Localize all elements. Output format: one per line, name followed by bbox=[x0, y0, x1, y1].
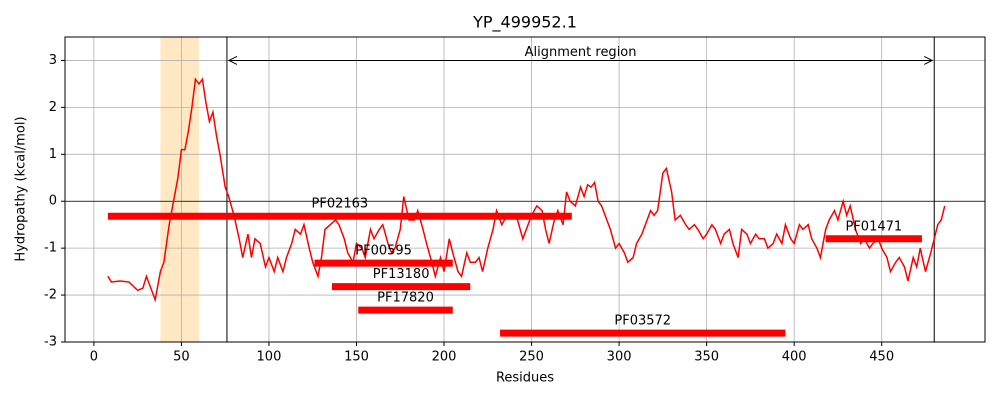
y-tick-label: 2 bbox=[49, 100, 57, 115]
x-tick-label: 450 bbox=[869, 350, 894, 365]
y-axis-label: Hydropathy (kcal/mol) bbox=[14, 116, 29, 261]
x-tick-label: 350 bbox=[694, 350, 719, 365]
alignment-label: Alignment region bbox=[525, 45, 637, 60]
x-tick-label: 0 bbox=[90, 350, 98, 365]
chart-title: YP_499952.1 bbox=[472, 13, 577, 33]
y-tick-label: -1 bbox=[44, 241, 57, 256]
x-tick-label: 200 bbox=[432, 350, 457, 365]
y-tick-label: 0 bbox=[49, 194, 57, 209]
x-tick-label: 400 bbox=[782, 350, 807, 365]
x-tick-label: 100 bbox=[257, 350, 282, 365]
domain-label: PF01471 bbox=[845, 219, 902, 234]
domain-label: PF17820 bbox=[377, 291, 434, 306]
x-tick-label: 250 bbox=[519, 350, 544, 365]
domain-label: PF03572 bbox=[614, 314, 671, 329]
x-tick-label: 300 bbox=[607, 350, 632, 365]
x-tick-label: 50 bbox=[173, 350, 190, 365]
domain-label: PF13180 bbox=[373, 267, 430, 282]
plot-frame bbox=[64, 36, 986, 343]
x-axis-label: Residues bbox=[496, 371, 554, 386]
y-tick-label: -3 bbox=[44, 335, 57, 350]
highlight-band bbox=[160, 37, 199, 342]
y-tick-label: 3 bbox=[49, 53, 57, 68]
hydropathy-line bbox=[107, 77, 946, 303]
y-tick-label: 1 bbox=[49, 147, 57, 162]
y-tick-label: -2 bbox=[44, 288, 57, 303]
domain-label: PF02163 bbox=[312, 197, 369, 212]
domain-label: PF00595 bbox=[355, 244, 412, 259]
x-tick-label: 150 bbox=[344, 350, 369, 365]
